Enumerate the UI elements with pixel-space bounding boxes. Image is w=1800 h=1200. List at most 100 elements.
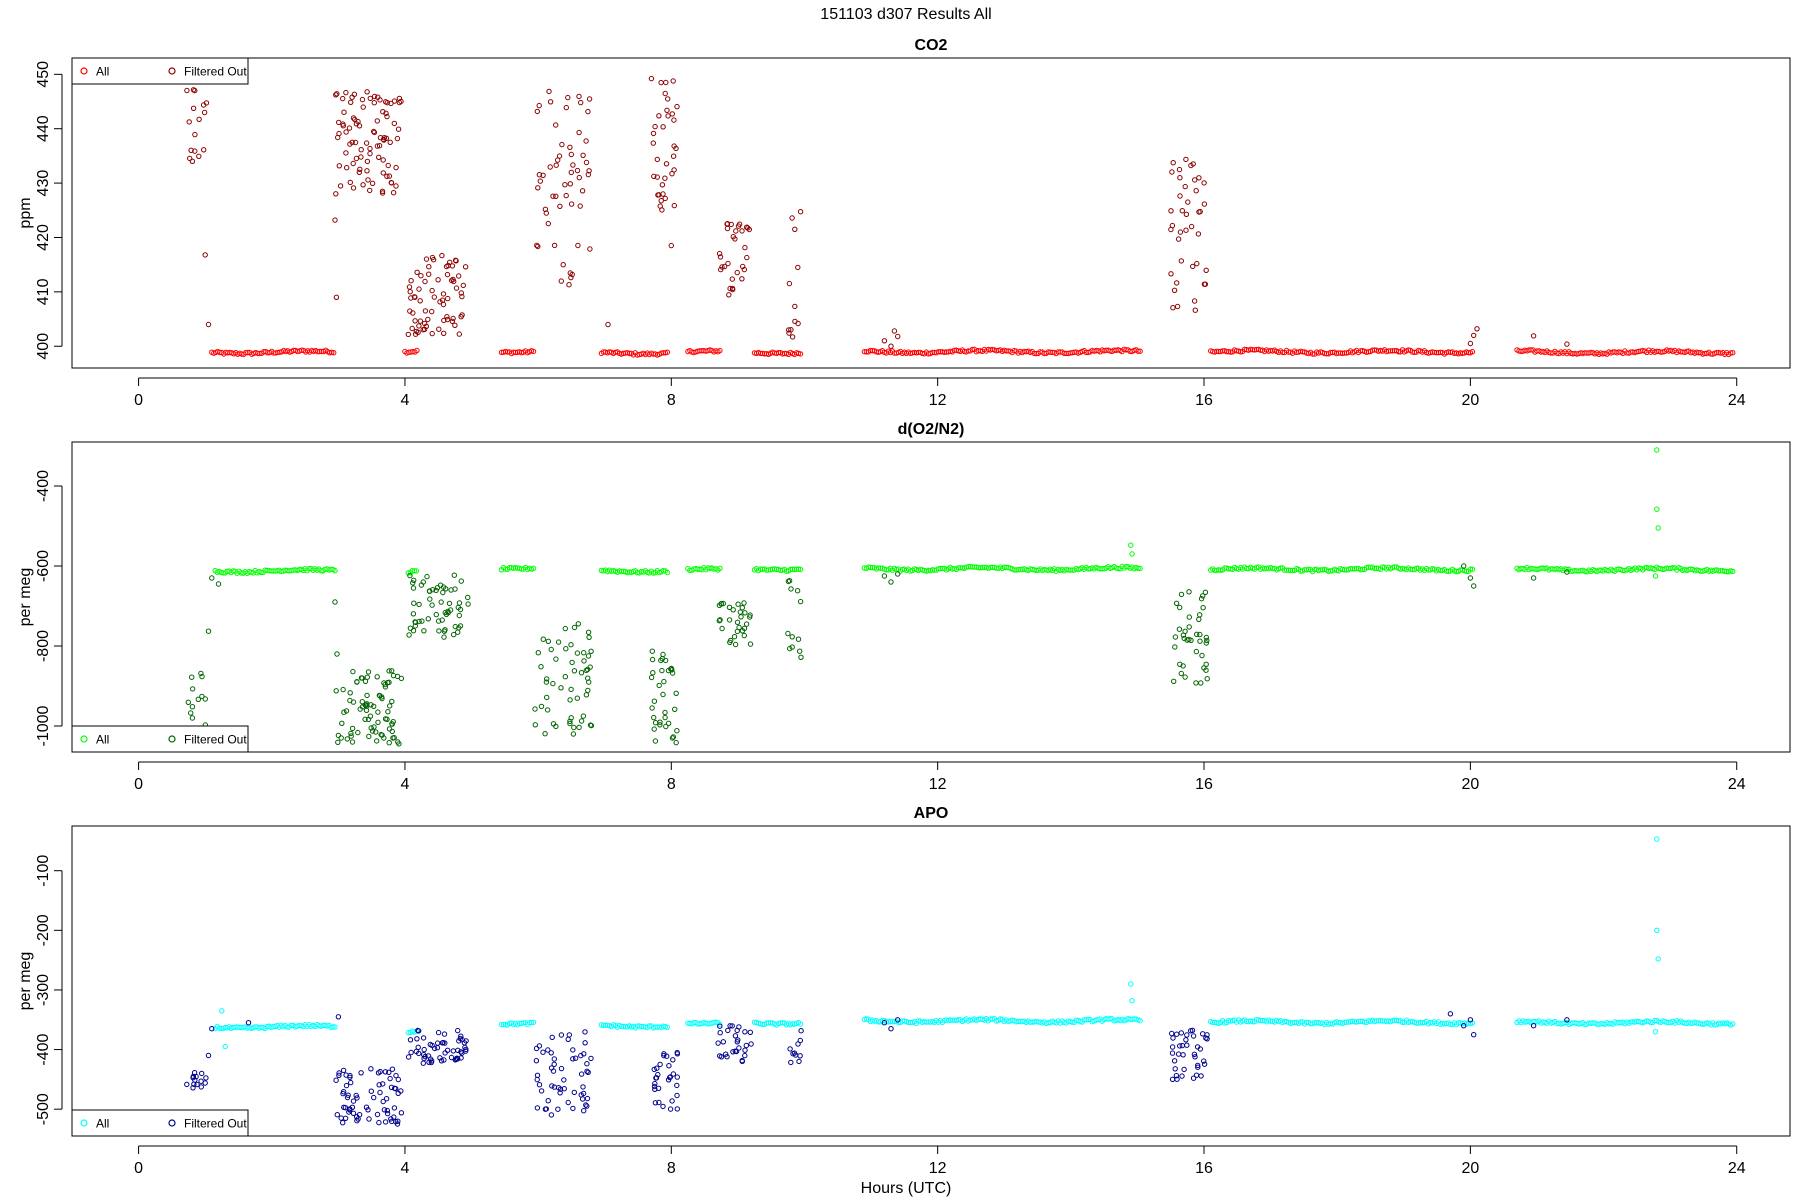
- apo-filtered-point: [441, 1057, 447, 1063]
- co2-filtered-point: [795, 264, 801, 271]
- co2-filtered-point: [364, 89, 370, 95]
- apo-filtered-point: [652, 1080, 658, 1087]
- apo-filtered-point: [727, 1023, 733, 1029]
- apo-all-point: [530, 1019, 537, 1025]
- o2n2-filtered-point: [1177, 604, 1183, 611]
- co2-filtered-point: [1183, 227, 1189, 233]
- co2-x-tick-label: 24: [1728, 392, 1746, 409]
- o2n2-filtered-point: [652, 720, 659, 726]
- apo-filtered-point: [651, 1083, 658, 1090]
- apo-filtered-point: [343, 1082, 350, 1089]
- o2n2-filtered-point: [544, 707, 551, 713]
- co2-filtered-point: [742, 244, 748, 251]
- apo-filtered-point: [1170, 1035, 1176, 1041]
- co2-filtered-point: [1185, 199, 1191, 205]
- o2n2-plot-frame: [71, 441, 1791, 753]
- co2-filtered-point: [716, 250, 723, 257]
- apo-filtered-point: [736, 1045, 742, 1051]
- o2n2-filtered-point: [416, 618, 422, 625]
- co2-filtered-point: [451, 278, 457, 285]
- o2n2-filtered-point: [340, 686, 346, 693]
- co2-filtered-point: [563, 104, 569, 111]
- co2-filtered-point: [348, 99, 354, 106]
- apo-filtered-point: [742, 1052, 748, 1059]
- co2-filtered-point: [553, 162, 559, 168]
- o2n2-y-label: per meg: [17, 568, 34, 627]
- co2-filtered-point: [654, 156, 660, 163]
- o2n2-filtered-point: [665, 720, 672, 726]
- co2-filtered-point: [536, 172, 543, 178]
- co2-filtered-point: [551, 242, 558, 249]
- o2n2-filtered-point: [656, 682, 662, 689]
- apo-filtered-point: [584, 1061, 590, 1067]
- o2n2-y-tick-label: -800: [35, 630, 52, 662]
- apo-filtered-point: [1192, 1054, 1198, 1060]
- o2n2-filtered-point: [741, 625, 748, 631]
- co2-filtered-point: [662, 195, 668, 202]
- apo-y-tick-label: -200: [35, 914, 52, 946]
- apo-filtered-point: [548, 1050, 554, 1056]
- co2-filtered-point: [352, 116, 358, 123]
- apo-filtered-point: [408, 1049, 414, 1056]
- co2-filtered-point: [186, 119, 192, 125]
- o2n2-filtered-point: [1196, 616, 1202, 622]
- apo-filtered-point: [1471, 1032, 1477, 1038]
- apo-filtered-point: [715, 1040, 721, 1046]
- co2-filtered-point: [333, 294, 340, 300]
- co2-all-point: [1728, 350, 1734, 356]
- co2-filtered-point: [664, 107, 670, 114]
- co2-plot-frame: [71, 57, 1791, 369]
- apo-filtered-point: [572, 1055, 579, 1061]
- apo-filtered-point: [366, 1116, 372, 1122]
- o2n2-filtered-point: [364, 701, 370, 707]
- co2-filtered-point: [786, 330, 792, 336]
- co2-filtered-point: [1188, 223, 1195, 230]
- o2n2-filtered-point: [382, 716, 389, 722]
- o2n2-y-tick-label: -400: [35, 470, 52, 502]
- co2-filtered-point: [416, 323, 422, 329]
- o2n2-filtered-point: [362, 716, 368, 722]
- apo-filtered-point: [391, 1105, 398, 1111]
- co2-filtered-point: [350, 160, 356, 167]
- apo-filtered-point: [570, 1105, 576, 1112]
- apo-x-tick-label: 24: [1728, 1160, 1746, 1177]
- o2n2-filtered-point: [390, 719, 396, 725]
- apo-filtered-point: [555, 1106, 561, 1112]
- apo-filtered-point: [407, 1037, 414, 1043]
- co2-filtered-point: [426, 271, 432, 277]
- apo-filtered-point: [667, 1074, 673, 1081]
- co2-filtered-point: [1564, 341, 1570, 347]
- o2n2-filtered-point: [438, 599, 444, 605]
- co2-filtered-point: [1192, 307, 1199, 313]
- o2n2-all-point: [405, 570, 411, 576]
- o2n2-filtered-point: [456, 612, 462, 619]
- o2n2-filtered-point: [429, 602, 435, 608]
- apo-x-tick-label: 8: [667, 1160, 676, 1177]
- co2-filtered-point: [353, 155, 360, 162]
- co2-filtered-point: [721, 263, 728, 270]
- co2-filtered-point: [650, 140, 656, 146]
- co2-filtered-point: [739, 228, 745, 234]
- apo-filtered-point: [735, 1037, 741, 1043]
- apo-filtered-point: [1173, 1073, 1180, 1079]
- o2n2-filtered-point: [1530, 575, 1537, 581]
- co2-legend-marker: [168, 67, 176, 75]
- o2n2-filtered-point: [1176, 626, 1183, 632]
- co2-filtered-point: [196, 116, 202, 123]
- apo-filtered-point: [383, 1096, 390, 1102]
- apo-filtered-point: [1564, 1017, 1570, 1023]
- co2-filtered-point: [560, 262, 566, 268]
- co2-filtered-point: [725, 260, 731, 267]
- co2-filtered-point: [1175, 236, 1182, 242]
- o2n2-filtered-point: [396, 741, 402, 747]
- co2-filtered-point: [422, 278, 428, 285]
- co2-filtered-point: [188, 147, 194, 154]
- o2n2-filtered-point: [365, 669, 372, 675]
- co2-filtered-point: [545, 220, 551, 227]
- apo-filtered-point: [395, 1090, 401, 1097]
- apo-filtered-point: [454, 1055, 460, 1061]
- apo-filtered-point: [533, 1045, 540, 1052]
- apo-filtered-point: [340, 1067, 347, 1074]
- apo-filtered-point: [720, 1039, 726, 1045]
- o2n2-filtered-point: [452, 623, 458, 630]
